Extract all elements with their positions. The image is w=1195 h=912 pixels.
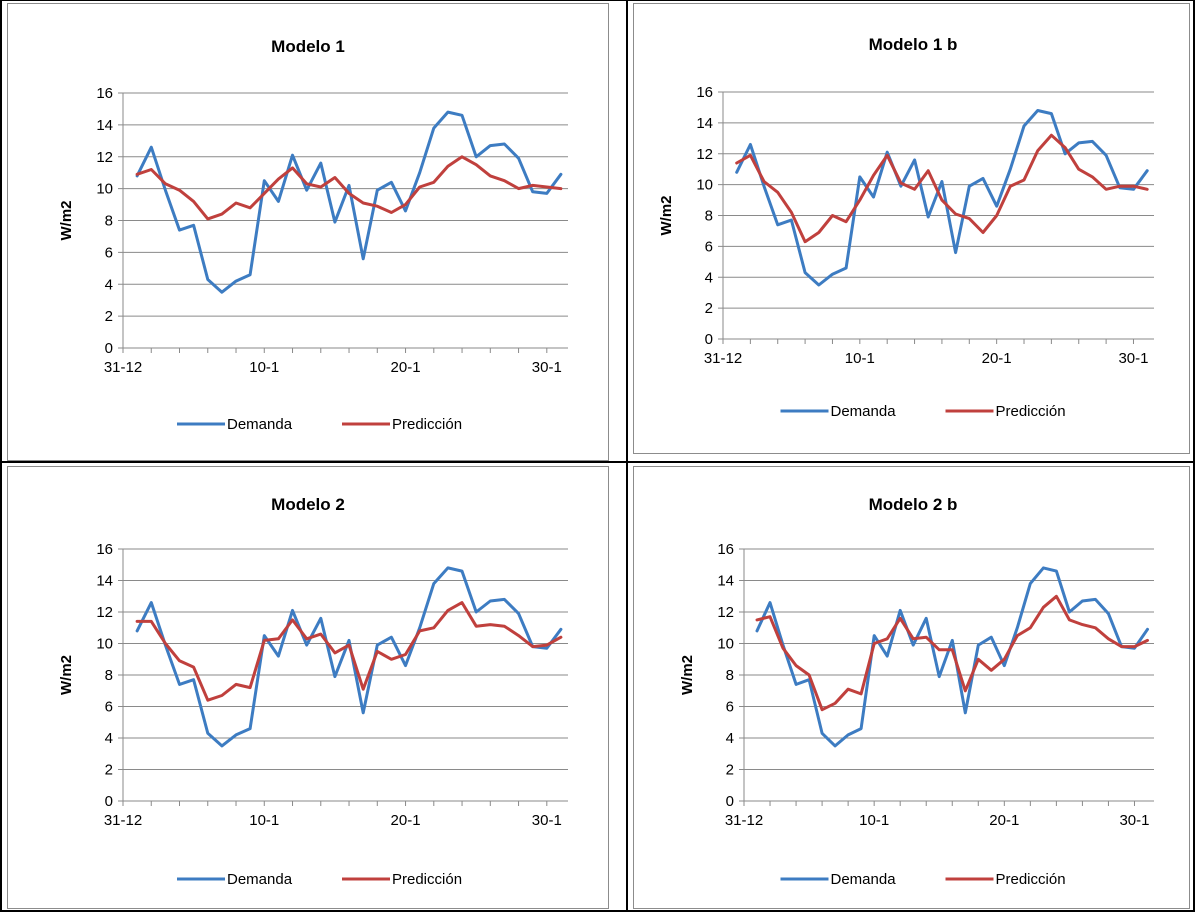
legend-label-prediccion: Predicción xyxy=(996,403,1066,420)
y-tick-label: 14 xyxy=(96,117,113,134)
y-tick-label: 12 xyxy=(696,146,713,163)
x-tick-label: 10-1 xyxy=(249,359,279,376)
y-tick-label: 16 xyxy=(717,541,734,558)
y-tick-label: 10 xyxy=(96,636,113,653)
chart-title: Modelo 1 xyxy=(271,37,345,56)
series-line-demanda xyxy=(135,110,563,294)
y-tick-label: 8 xyxy=(105,213,113,230)
table-border-center xyxy=(626,0,628,912)
table-border-middle xyxy=(0,461,1195,463)
y-tick-label: 0 xyxy=(726,793,734,810)
y-tick-label: 6 xyxy=(105,244,113,261)
y-tick-label: 2 xyxy=(105,308,113,325)
x-tick-label: 30-1 xyxy=(532,359,562,376)
y-tick-label: 12 xyxy=(717,604,734,621)
y-tick-label: 2 xyxy=(726,762,734,779)
y-tick-label: 12 xyxy=(96,149,113,166)
chart-panel-modelo-1: Modelo 1 W/m2 0 2 4 6 8 10 12 14 16 31-12 10-1 20-1 30… xyxy=(7,3,609,461)
series-line-demanda xyxy=(135,566,563,748)
legend-label-demanda: Demanda xyxy=(831,403,897,420)
y-tick-label: 4 xyxy=(105,276,113,293)
y-tick-label: 10 xyxy=(696,177,713,194)
x-tick-label: 30-1 xyxy=(1118,350,1148,367)
y-axis-label: W/m2 xyxy=(58,655,75,695)
x-tick-label: 31-12 xyxy=(704,350,742,367)
x-tick-label: 10-1 xyxy=(859,812,889,829)
y-tick-label: 4 xyxy=(705,269,713,286)
y-tick-label: 12 xyxy=(96,604,113,621)
x-tick-label: 10-1 xyxy=(845,350,875,367)
chart-title: Modelo 2 b xyxy=(869,495,958,514)
y-tick-label: 4 xyxy=(105,730,113,747)
chart-panel-modelo-1-b: Modelo 1 b W/m2 0 2 4 6 8 10 12 14 16 31-12 10-1 20-1… xyxy=(633,3,1190,454)
series-line-demanda xyxy=(755,566,1149,748)
legend-label-demanda: Demanda xyxy=(831,871,897,888)
y-tick-label: 6 xyxy=(726,699,734,716)
y-tick-label: 8 xyxy=(105,667,113,684)
legend-label-demanda: Demanda xyxy=(227,416,293,433)
y-axis-label: W/m2 xyxy=(679,655,696,695)
table-border-right xyxy=(1193,0,1195,912)
legend-label-prediccion: Predicción xyxy=(392,416,462,433)
x-tick-label: 31-12 xyxy=(725,812,763,829)
legend-label-demanda: Demanda xyxy=(227,871,293,888)
series-line-demanda xyxy=(735,109,1149,287)
y-tick-label: 0 xyxy=(705,331,713,348)
legend-label-prediccion: Predicción xyxy=(392,871,462,888)
table-border-bottom xyxy=(0,910,1195,912)
chart-title: Modelo 2 xyxy=(271,495,345,514)
line-chart: Modelo 1 W/m2 0 2 4 6 8 10 12 14 16 31-12 10-1 20-1 30… xyxy=(58,37,568,433)
y-tick-label: 14 xyxy=(696,115,713,132)
legend-label-prediccion: Predicción xyxy=(996,871,1066,888)
y-tick-label: 10 xyxy=(717,636,734,653)
y-tick-label: 16 xyxy=(96,541,113,558)
x-tick-label: 31-12 xyxy=(104,359,142,376)
x-tick-label: 30-1 xyxy=(532,812,562,829)
series-line-prediccion xyxy=(755,594,1149,712)
x-tick-label: 20-1 xyxy=(982,350,1012,367)
table-border-top xyxy=(0,0,1195,1)
y-tick-label: 16 xyxy=(96,85,113,102)
series-line-prediccion xyxy=(135,601,563,702)
y-tick-label: 6 xyxy=(705,238,713,255)
y-tick-label: 4 xyxy=(726,730,734,747)
chart-panel-modelo-2: Modelo 2 W/m2 0 2 4 6 8 10 12 14 16 31-12 10-1 20-1 30… xyxy=(7,466,609,909)
y-tick-label: 0 xyxy=(105,340,113,357)
chart-title: Modelo 1 b xyxy=(869,35,958,54)
x-tick-label: 30-1 xyxy=(1119,812,1149,829)
y-tick-label: 10 xyxy=(96,181,113,198)
y-tick-label: 0 xyxy=(105,793,113,810)
chart-panel-modelo-2-b: Modelo 2 b W/m2 0 2 4 6 8 10 12 14 16 31-12 10-1 20-1… xyxy=(633,466,1190,909)
line-chart: Modelo 2 W/m2 0 2 4 6 8 10 12 14 16 31-12 10-1 20-1 30… xyxy=(58,495,568,888)
y-tick-label: 14 xyxy=(717,573,734,590)
x-tick-label: 20-1 xyxy=(989,812,1019,829)
y-tick-label: 6 xyxy=(105,699,113,716)
line-chart: Modelo 1 b W/m2 0 2 4 6 8 10 12 14 16 31-12 10-1 20-1… xyxy=(658,35,1154,420)
x-tick-label: 20-1 xyxy=(391,812,421,829)
y-tick-label: 8 xyxy=(726,667,734,684)
y-axis-label: W/m2 xyxy=(658,195,675,235)
x-tick-label: 20-1 xyxy=(391,359,421,376)
x-tick-label: 31-12 xyxy=(104,812,142,829)
y-tick-label: 8 xyxy=(705,208,713,225)
y-tick-label: 14 xyxy=(96,573,113,590)
table-border-left xyxy=(0,0,2,912)
y-tick-label: 2 xyxy=(705,300,713,317)
y-tick-label: 16 xyxy=(696,84,713,101)
y-tick-label: 2 xyxy=(105,762,113,779)
x-tick-label: 10-1 xyxy=(249,812,279,829)
y-axis-label: W/m2 xyxy=(58,200,75,240)
series-line-prediccion xyxy=(135,155,563,221)
series-line-prediccion xyxy=(735,133,1149,244)
line-chart: Modelo 2 b W/m2 0 2 4 6 8 10 12 14 16 31-12 10-1 20-1… xyxy=(679,495,1154,888)
